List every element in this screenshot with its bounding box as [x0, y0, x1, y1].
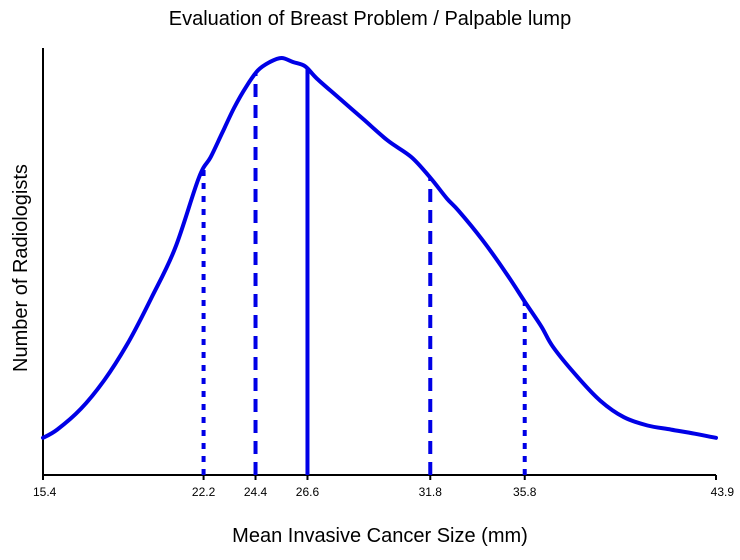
x-tick-label: 22.2	[192, 485, 216, 499]
x-tick-label: 31.8	[419, 485, 443, 499]
x-tick-label: 15.4	[33, 485, 57, 499]
chart-title: Evaluation of Breast Problem / Palpable …	[169, 8, 571, 30]
x-tick-label: 43.9	[711, 485, 735, 499]
x-axis-label: Mean Invasive Cancer Size (mm)	[232, 525, 528, 547]
y-axis-label: Number of Radiologists	[10, 164, 32, 372]
reference-lines	[201, 68, 527, 475]
density-curve	[41, 56, 718, 440]
x-tick-label: 26.6	[296, 485, 320, 499]
x-ticks: 15.4 22.2 24.4 26.6 31.8 35.8 43.9	[33, 475, 734, 499]
x-tick-label: 35.8	[513, 485, 537, 499]
x-tick-label: 24.4	[244, 485, 268, 499]
